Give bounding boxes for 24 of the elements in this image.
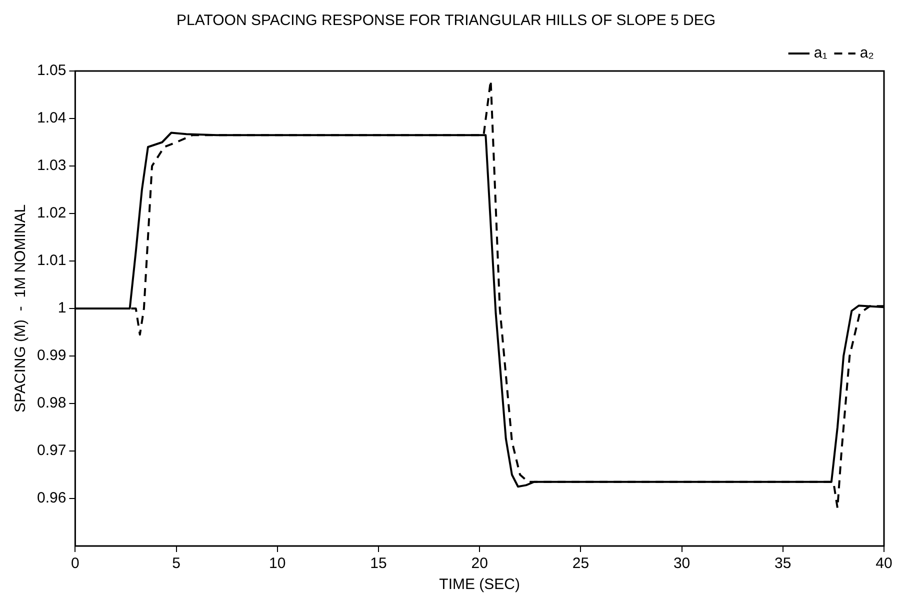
chart-title: PLATOON SPACING RESPONSE FOR TRIANGULAR HILLS OF SLOPE 5 DEG: [176, 12, 716, 30]
x-tick-label: 0: [71, 555, 80, 572]
x-tick-label: 10: [269, 555, 286, 572]
y-tick-label: 1.04: [36, 110, 66, 127]
x-tick-label: 5: [172, 555, 180, 572]
x-tick-label: 35: [774, 555, 792, 572]
x-tick-label: 25: [572, 555, 590, 572]
y-tick-label: 1: [58, 300, 66, 317]
y-tick-label: 1.02: [36, 204, 66, 222]
y-tick-label: 1.01: [36, 252, 66, 270]
x-tick-label: 40: [876, 555, 892, 572]
y-tick-label: 1.03: [36, 157, 66, 174]
y-tick-label: 0.98: [36, 394, 66, 412]
y-tick-label: 0.99: [36, 347, 66, 364]
y-tick-label: 0.97: [36, 442, 66, 460]
y-tick-label: 0.96: [36, 490, 66, 507]
y-tick-label: 1.05: [36, 62, 66, 80]
x-axis-title: TIME (SEC): [439, 576, 520, 594]
y-axis-title: SPACING (M) - 1M NOMINAL: [12, 204, 30, 413]
x-tick-label: 20: [471, 555, 488, 572]
x-tick-label: 30: [673, 555, 690, 572]
x-tick-label: 15: [370, 555, 387, 572]
legend-label: a₁: [814, 44, 828, 62]
legend-label: a₂: [860, 44, 874, 62]
